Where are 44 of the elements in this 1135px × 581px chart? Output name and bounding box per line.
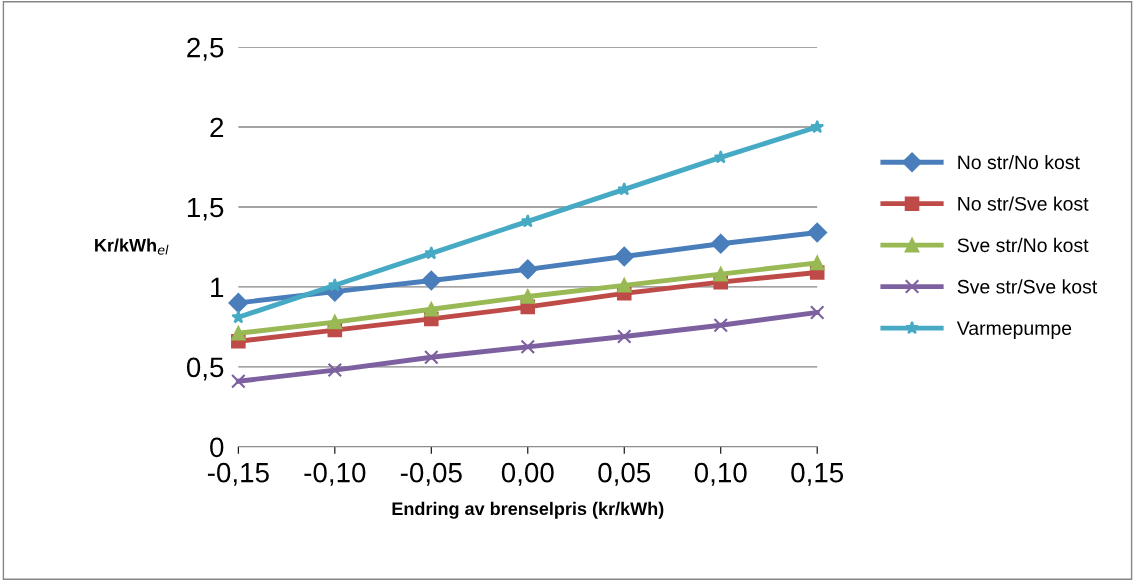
y-tick-label: 1: [211, 277, 224, 297]
point: [713, 150, 728, 164]
x-tick-label: 0,05: [598, 462, 651, 486]
point: [520, 339, 536, 355]
point: [424, 349, 439, 365]
x-tick-label: 0,15: [791, 462, 844, 486]
y-tick-label: 2,5: [187, 37, 224, 61]
x-axis-title: Endring av brenselpris (kr/kWh): [392, 501, 664, 519]
point: [228, 293, 249, 313]
x-tick-label: 0,00: [501, 462, 554, 486]
point: [713, 317, 729, 333]
y-tick-label: 1,5: [187, 197, 224, 221]
point: [809, 255, 825, 271]
legend-label: Sve str/No kost: [957, 237, 1089, 253]
point: [809, 305, 825, 320]
point: [327, 278, 342, 292]
point: [810, 119, 825, 134]
y-tick-label: 0: [210, 437, 224, 458]
point: [713, 266, 729, 282]
legend-label: Sve str/Sve kost: [957, 279, 1098, 294]
legend-label: No str/Sve kost: [958, 196, 1089, 211]
x-tick-label: 0,10: [694, 462, 747, 486]
point: [424, 301, 439, 317]
x-tick-label: -0,10: [304, 462, 366, 486]
point: [517, 259, 538, 280]
point: [616, 278, 632, 293]
legend-label: No str/No kost: [958, 154, 1080, 170]
y-tick-label: 2: [210, 117, 224, 138]
point: [710, 233, 731, 254]
point: [614, 246, 635, 267]
point: [616, 329, 632, 344]
point: [421, 270, 442, 291]
point: [327, 362, 343, 378]
point: [807, 222, 828, 243]
point: [231, 325, 246, 341]
x-tick-label: -0,05: [400, 462, 462, 486]
y-tick-label: 0,5: [186, 357, 224, 381]
x-tick-label: -0,15: [207, 462, 269, 486]
y-axis-title: Kr/kWh$_{el}$: [95, 238, 169, 255]
point: [520, 289, 536, 304]
point: [231, 373, 246, 389]
point: [520, 214, 535, 228]
legend-label: Varmepumpe: [956, 321, 1072, 339]
point: [327, 314, 343, 330]
